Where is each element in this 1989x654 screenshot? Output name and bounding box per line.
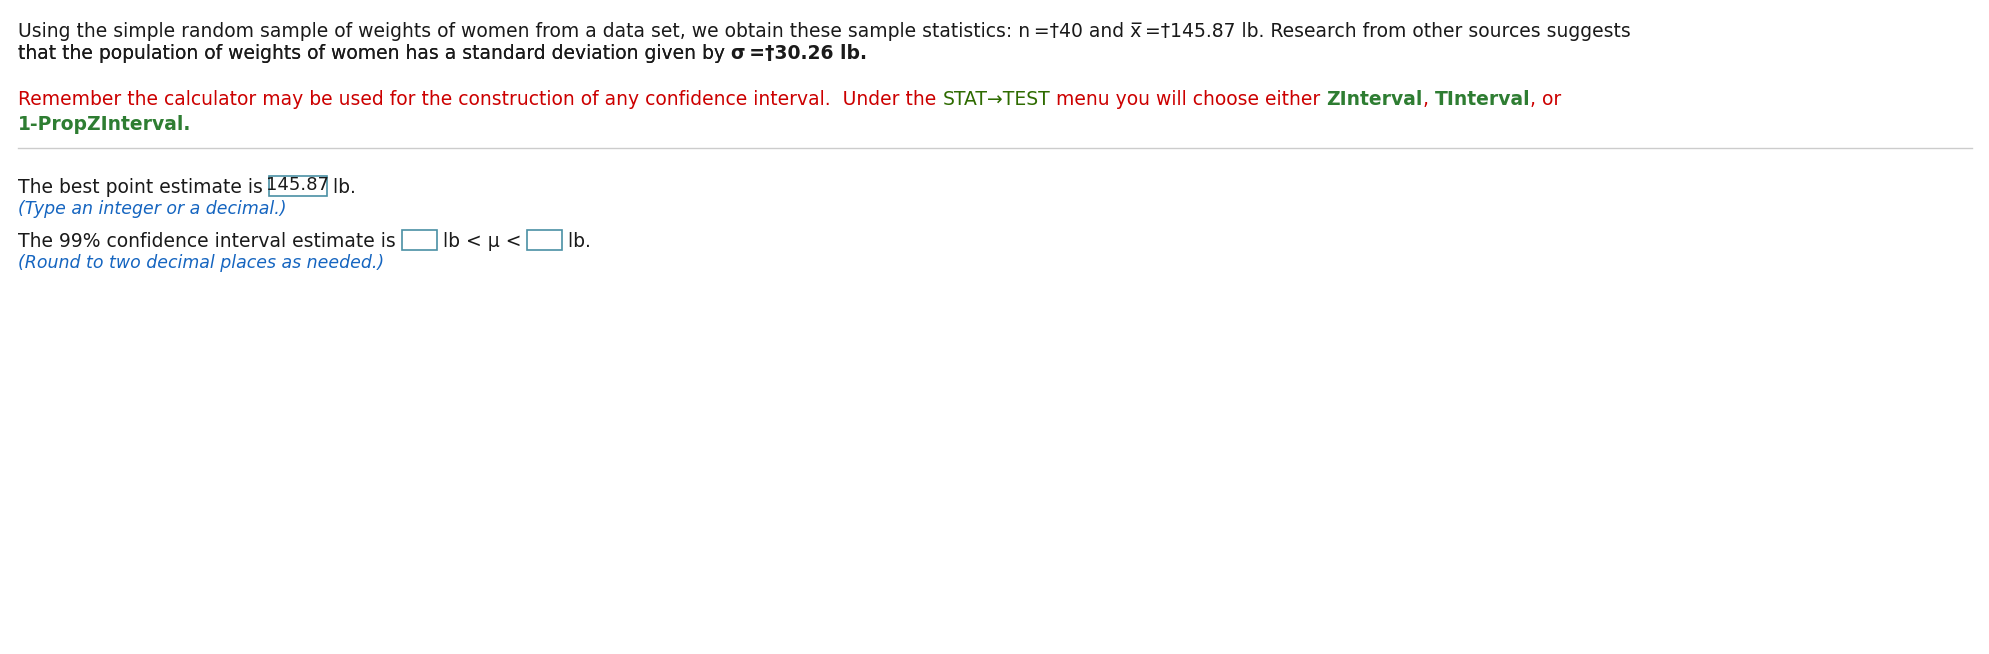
Text: ZInterval: ZInterval (1325, 90, 1422, 109)
Text: (Type an integer or a decimal.): (Type an integer or a decimal.) (18, 200, 286, 218)
FancyBboxPatch shape (269, 176, 326, 196)
Text: that the population of weights of women has a standard deviation given by: that the population of weights of women … (18, 44, 730, 63)
Text: Remember the calculator may be used for the construction of any confidence inter: Remember the calculator may be used for … (18, 90, 941, 109)
Text: lb < μ <: lb < μ < (436, 232, 527, 251)
Text: lb.: lb. (563, 232, 591, 251)
Text: 145.87: 145.87 (267, 176, 330, 194)
Text: Using the simple random sample of weights of women from a data set, we obtain th: Using the simple random sample of weight… (18, 22, 1629, 41)
Text: that the population of weights of women has a standard deviation given by: that the population of weights of women … (18, 44, 730, 63)
Text: 1-PropZInterval.: 1-PropZInterval. (18, 115, 191, 134)
Text: lb.: lb. (326, 178, 356, 197)
Text: (Round to two decimal places as needed.): (Round to two decimal places as needed.) (18, 254, 384, 272)
Text: menu you will choose either: menu you will choose either (1050, 90, 1325, 109)
FancyBboxPatch shape (527, 230, 563, 250)
Text: σ =†30.26 lb.: σ =†30.26 lb. (730, 44, 867, 63)
Text: ,: , (1422, 90, 1434, 109)
Text: The 99% confidence interval estimate is: The 99% confidence interval estimate is (18, 232, 402, 251)
Text: TInterval: TInterval (1434, 90, 1530, 109)
FancyBboxPatch shape (402, 230, 436, 250)
Text: STAT→TEST: STAT→TEST (941, 90, 1050, 109)
Text: , or: , or (1530, 90, 1561, 109)
Text: The best point estimate is: The best point estimate is (18, 178, 269, 197)
